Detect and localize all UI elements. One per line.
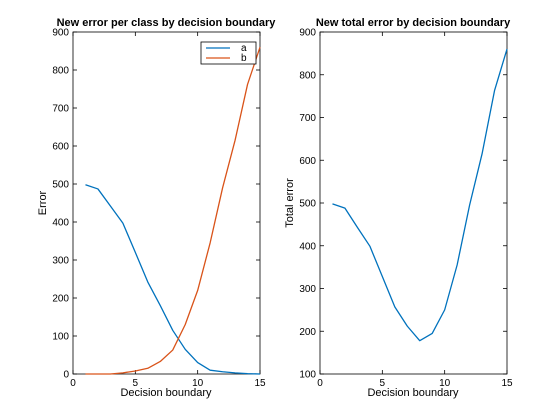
y-tick-label: 200 bbox=[299, 327, 316, 338]
legend-label-a: a bbox=[241, 43, 247, 54]
y-tick-label: 100 bbox=[52, 332, 69, 343]
y-tick-label: 0 bbox=[63, 370, 69, 381]
x-tick-label: 5 bbox=[133, 378, 139, 389]
y-axis-label: Error bbox=[37, 190, 49, 215]
x-tick-label: 0 bbox=[70, 378, 76, 389]
plot-error-per-class: New error per class by decision boundary… bbox=[37, 17, 276, 399]
x-tick-label: 15 bbox=[501, 378, 513, 389]
y-tick-label: 300 bbox=[52, 256, 69, 267]
y-tick-label: 500 bbox=[299, 199, 316, 210]
x-tick-label: 5 bbox=[380, 378, 386, 389]
x-tick-label: 10 bbox=[192, 378, 204, 389]
plot-area bbox=[72, 31, 261, 375]
y-tick-label: 800 bbox=[299, 70, 316, 81]
x-tick-label: 10 bbox=[439, 378, 451, 389]
x-axis: 0 5 10 15 bbox=[70, 32, 266, 389]
y-axis: 100 200 300 400 500 600 700 800 900 bbox=[299, 28, 507, 381]
series-group bbox=[332, 48, 508, 342]
y-tick-label: 900 bbox=[299, 28, 316, 39]
y-tick-label: 400 bbox=[299, 241, 316, 252]
x-tick-label: 0 bbox=[317, 378, 323, 389]
x-tick-label: 15 bbox=[254, 378, 266, 389]
legend: a b bbox=[200, 41, 257, 65]
x-axis: 0 5 10 15 bbox=[317, 32, 513, 389]
y-tick-label: 600 bbox=[52, 142, 69, 153]
x-axis-label: Decision boundary bbox=[120, 387, 212, 399]
y-tick-label: 600 bbox=[299, 156, 316, 167]
series-group bbox=[85, 46, 261, 375]
series-line-b bbox=[85, 46, 261, 375]
y-tick-label: 300 bbox=[299, 284, 316, 295]
legend-label-b: b bbox=[241, 53, 247, 64]
chart-title: New total error by decision boundary bbox=[316, 17, 511, 29]
plot-area bbox=[319, 31, 508, 375]
y-axis: 0 100 200 300 400 500 600 700 800 900 bbox=[52, 28, 260, 381]
y-tick-label: 700 bbox=[299, 113, 316, 124]
y-tick-label: 800 bbox=[52, 66, 69, 77]
legend-box bbox=[200, 41, 257, 65]
y-tick-label: 200 bbox=[52, 294, 69, 305]
y-tick-label: 700 bbox=[52, 104, 69, 115]
y-tick-label: 400 bbox=[52, 218, 69, 229]
series-line-total-error bbox=[332, 48, 508, 342]
y-axis-label: Total error bbox=[284, 178, 296, 228]
series-line-a bbox=[85, 184, 261, 375]
y-tick-label: 500 bbox=[52, 180, 69, 191]
y-tick-label: 900 bbox=[52, 28, 69, 39]
y-tick-label: 100 bbox=[299, 370, 316, 381]
chart-title: New error per class by decision boundary bbox=[57, 17, 277, 29]
x-axis-label: Decision boundary bbox=[367, 387, 459, 399]
